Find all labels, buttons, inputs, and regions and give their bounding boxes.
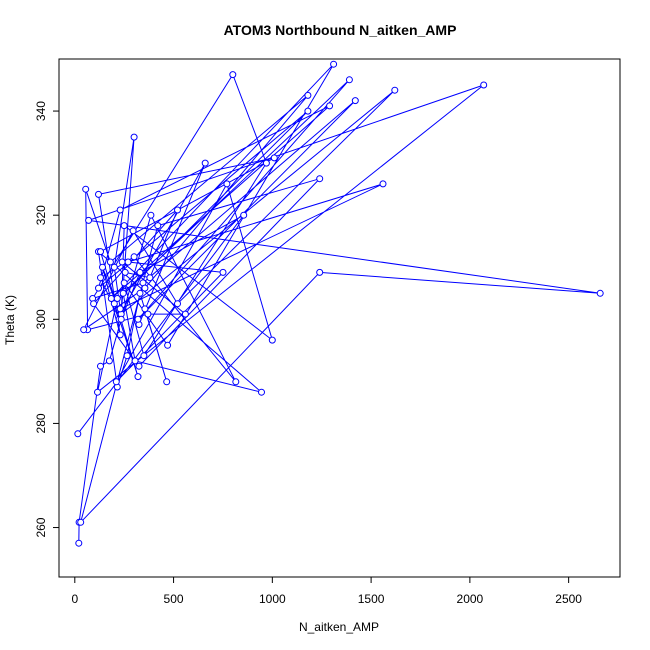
y-tick-label: 280 [34,413,48,433]
data-point [117,315,125,323]
data-point [129,227,137,235]
data-point [596,289,604,297]
x-tick-label: 1500 [358,592,385,606]
data-point [391,86,399,94]
y-tick-label: 260 [34,517,48,537]
data-point [223,180,231,188]
data-point [174,300,181,308]
series-line [77,63,601,544]
data-point [154,222,162,230]
data-point [134,373,142,381]
data-point [141,305,149,313]
data-point [124,258,132,266]
data-point [80,326,88,334]
data-point [480,81,488,89]
data-point [270,154,278,162]
data-point [181,310,189,318]
data-point [130,253,138,261]
x-tick-label: 2500 [555,592,582,606]
data-point [116,331,124,339]
data-point [330,60,338,68]
data-point [97,248,104,256]
data-point [316,175,324,183]
data-point [345,76,353,84]
y-axis-label: Theta (K) [3,295,17,345]
y-tick-label: 300 [34,309,48,329]
data-point [164,341,172,349]
data-point [131,357,139,365]
data-point [232,378,240,386]
data-point [141,284,149,292]
data-point [90,300,98,308]
data-point [136,289,144,297]
data-point [163,378,171,386]
data-point [85,216,93,224]
data-point [107,295,115,302]
data-point [134,315,142,323]
data-point [229,71,237,79]
data-point [74,430,82,438]
y-tick-label: 340 [34,101,48,121]
chart-title: ATOM3 Northbound N_aitken_AMP [224,22,457,38]
x-tick-label: 2000 [457,592,484,606]
data-point [106,258,114,266]
data-point [201,159,209,167]
data-point [326,102,334,110]
data-point [116,206,124,214]
data-point [316,268,324,276]
data-point [110,300,118,308]
data-point [75,539,83,547]
data-point [379,180,387,188]
data-point [94,388,101,396]
data-point [116,305,124,313]
data-point [135,362,143,370]
data-point [351,97,359,105]
data-point [77,518,85,526]
data-point [120,222,128,230]
data-point [95,284,102,292]
y-tick-label: 320 [34,205,48,225]
data-point [304,107,312,115]
data-point [121,268,129,276]
data-point [268,336,276,344]
data-point [97,274,104,282]
data-point [113,295,121,302]
plot-frame [58,58,621,578]
data-point [95,190,102,198]
y-axis: 260 280 300 320 340 [34,101,60,538]
data-point [123,352,131,360]
data-point [110,263,118,271]
data-point [262,159,270,167]
data-point [120,279,128,287]
data-point [105,357,113,365]
data-point [174,206,181,214]
data-point [119,289,127,297]
x-axis-label: N_aitken_AMP [299,620,379,634]
data-point [97,362,104,370]
data-point [258,388,265,396]
data-point [219,268,227,276]
data-point [99,263,106,271]
data-point [112,378,120,386]
data-point [140,352,148,360]
data-point [130,133,138,141]
data-point [82,185,90,193]
x-tick-label: 0 [71,592,78,606]
x-tick-label: 1000 [259,592,286,606]
data-point [240,211,248,219]
x-tick-label: 500 [164,592,184,606]
data-point [144,310,152,318]
data-point [118,258,126,266]
plot-area [74,60,604,547]
data-point [136,268,144,276]
x-axis: 0 500 1000 1500 2000 2500 [71,576,582,606]
data-point [146,274,154,282]
data-point [147,211,155,219]
data-point [304,91,312,99]
